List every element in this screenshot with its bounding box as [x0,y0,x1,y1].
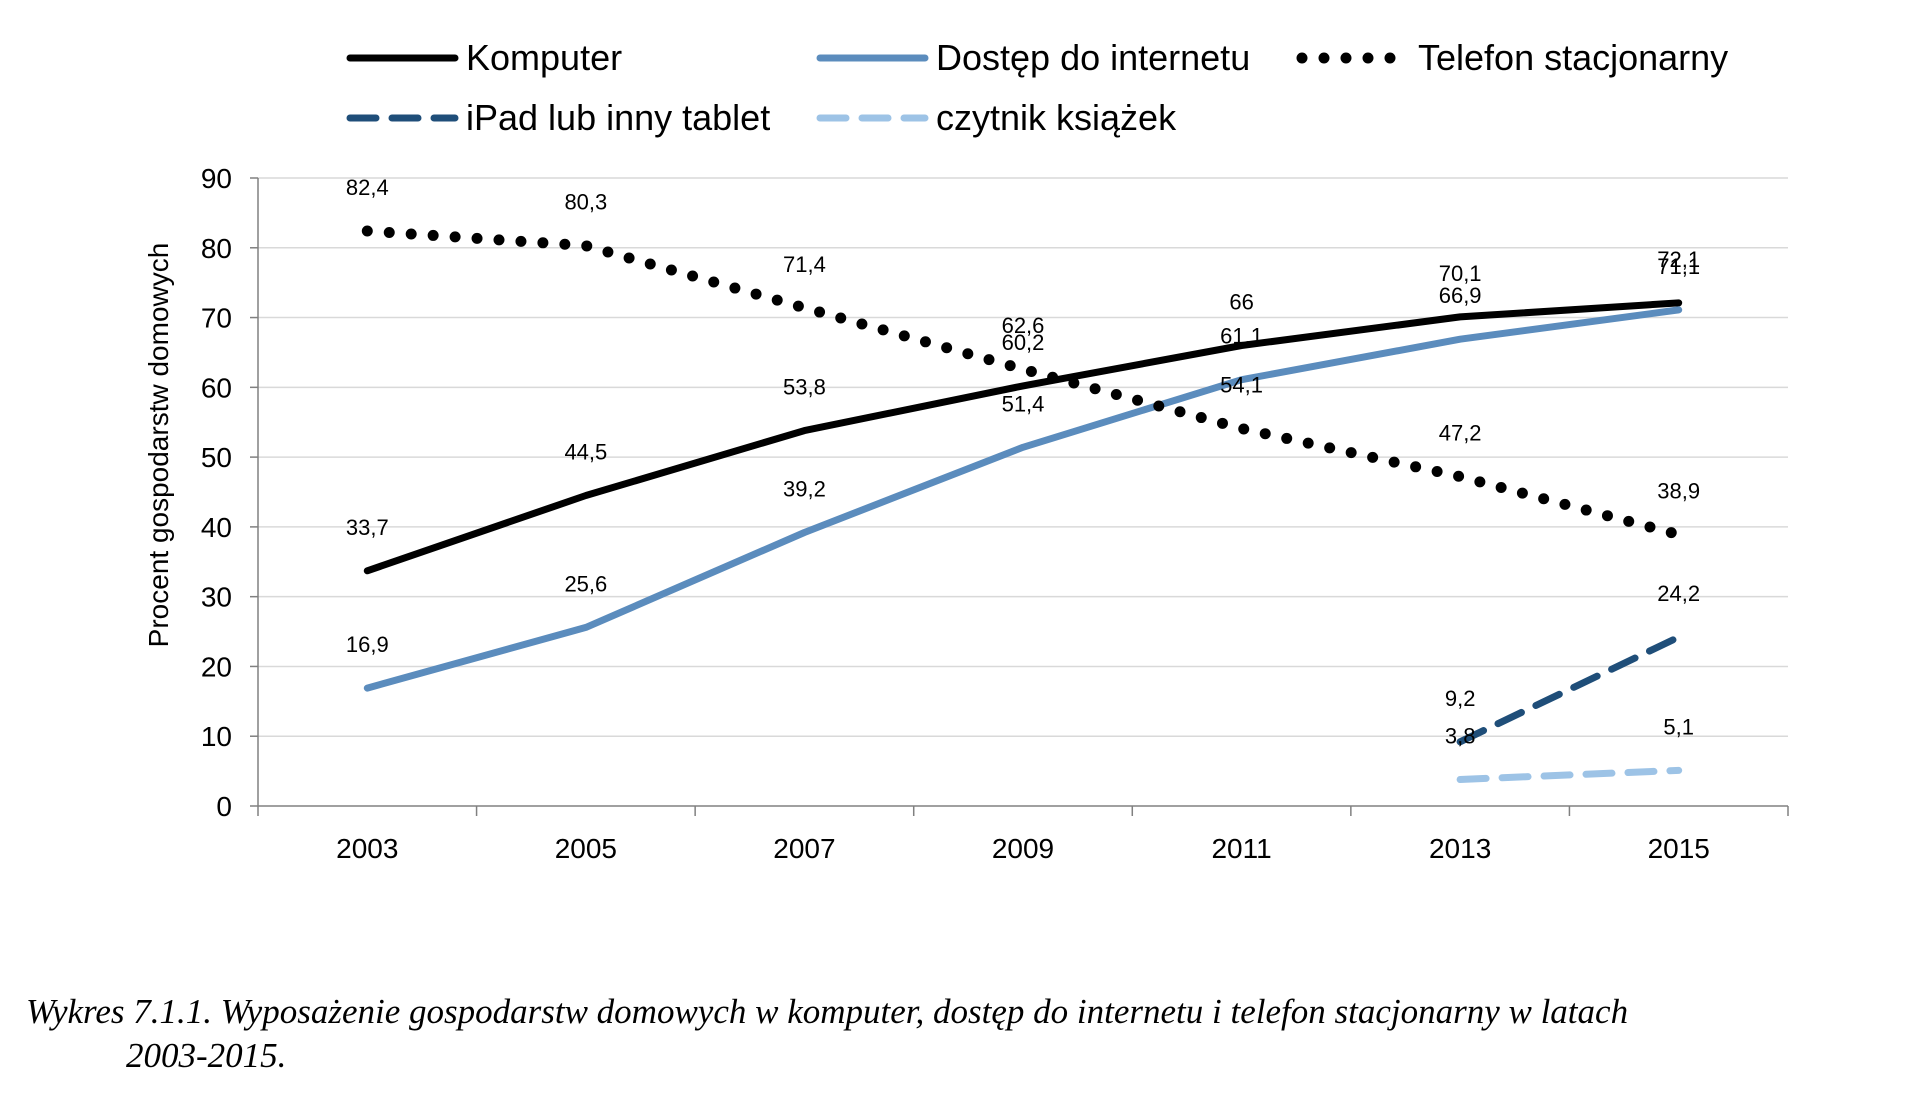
series-line-komputer [363,299,1683,575]
x-tick-label-2011: 2011 [1211,833,1271,864]
data-label-czytnik-ksiazek: 5,1 [1663,714,1694,739]
legend-label-czytnik-ksiazek: czytnik książek [936,97,1177,138]
legend-label-ipad-lub-inny-tablet: iPad lub inny tablet [466,97,770,138]
axes: 0 10 20 30 40 50 60 70 80 90 2003 2005 2007 2009 2011 2… [201,163,1789,864]
data-label-dostep-do-internetu: 25,6 [564,571,607,596]
caption-line-1: Wykres 7.1.1. Wyposażenie gospodarstw do… [26,992,1629,1031]
data-label-telefon-stacjonarny: 80,3 [564,190,607,215]
x-tick-label-2003: 2003 [336,833,398,864]
x-tick-label-2009: 2009 [992,833,1054,864]
y-tick-label: 70 [201,303,232,334]
series-line-czytnik-ksiazek [1456,766,1683,783]
data-label-telefon-stacjonarny: 62,6 [1002,313,1045,338]
data-label-czytnik-ksiazek: 3,8 [1445,723,1476,748]
data-label-telefon-stacjonarny: 71,4 [783,252,826,277]
data-label-dostep-do-internetu: 16,9 [346,632,389,657]
data-label-dostep-do-internetu: 51,4 [1002,391,1045,416]
y-tick-label: 50 [201,442,232,473]
y-tick-label: 90 [201,163,232,194]
legend-label-komputer: Komputer [466,37,622,78]
data-label-komputer: 60,2 [1002,330,1045,355]
series-line-dostep-do-internetu [363,306,1683,692]
y-tick-label: 80 [201,233,232,264]
series-line-telefon-stacjonarny [361,225,1685,541]
data-label-komputer: 33,7 [346,515,389,540]
data-label-ipad-lub-inny-tablet: 9,2 [1445,686,1476,711]
y-tick-label: 40 [201,512,232,543]
y-tick-label: 60 [201,372,232,403]
series-lines [361,225,1685,783]
data-label-telefon-stacjonarny: 38,9 [1657,479,1700,504]
y-tick-label: 0 [216,791,232,822]
x-tick-label-2007: 2007 [773,833,835,864]
y-tick-label: 10 [201,721,232,752]
legend-label-dostep-do-internetu: Dostęp do internetu [936,37,1250,78]
y-tick-label: 30 [201,582,232,613]
series-line-ipad-lub-inny-tablet [1456,633,1683,746]
data-label-komputer: 66 [1229,289,1253,314]
figure-caption: Wykres 7.1.1. Wyposażenie gospodarstw do… [26,990,1886,1078]
data-labels: 33,7 44,5 53,8 60,2 66 70,1 72,1 16,9 25,6 39,2 51… [346,175,1700,748]
data-label-komputer: 72,1 [1657,247,1700,272]
x-tick-label-2015: 2015 [1648,833,1710,864]
data-label-dostep-do-internetu: 66,9 [1439,283,1482,308]
data-label-komputer: 53,8 [783,375,826,400]
data-label-telefon-stacjonarny: 54,1 [1220,373,1263,398]
line-chart: 0 10 20 30 40 50 60 70 80 90 2003 2005 2007 2009 2011 2… [143,37,1789,864]
data-label-komputer: 44,5 [564,439,607,464]
data-label-komputer: 70,1 [1439,261,1482,286]
data-label-dostep-do-internetu: 61,1 [1220,324,1263,349]
data-label-telefon-stacjonarny: 47,2 [1439,421,1482,446]
x-tick-label-2005: 2005 [555,833,617,864]
legend: Komputer Dostęp do internetu Telefon stacj… [346,37,1728,138]
data-label-dostep-do-internetu: 71,1 [1657,254,1700,279]
y-axis-title: Procent gospodarstw domowych [143,243,174,648]
data-label-dostep-do-internetu: 39,2 [783,476,826,501]
data-label-ipad-lub-inny-tablet: 24,2 [1657,581,1700,606]
legend-label-telefon-stacjonarny: Telefon stacjonarny [1418,37,1728,78]
x-tick-label-2013: 2013 [1429,833,1491,864]
data-label-telefon-stacjonarny: 82,4 [346,175,389,200]
caption-line-2: 2003-2015. [126,1036,287,1075]
y-tick-label: 20 [201,651,232,682]
